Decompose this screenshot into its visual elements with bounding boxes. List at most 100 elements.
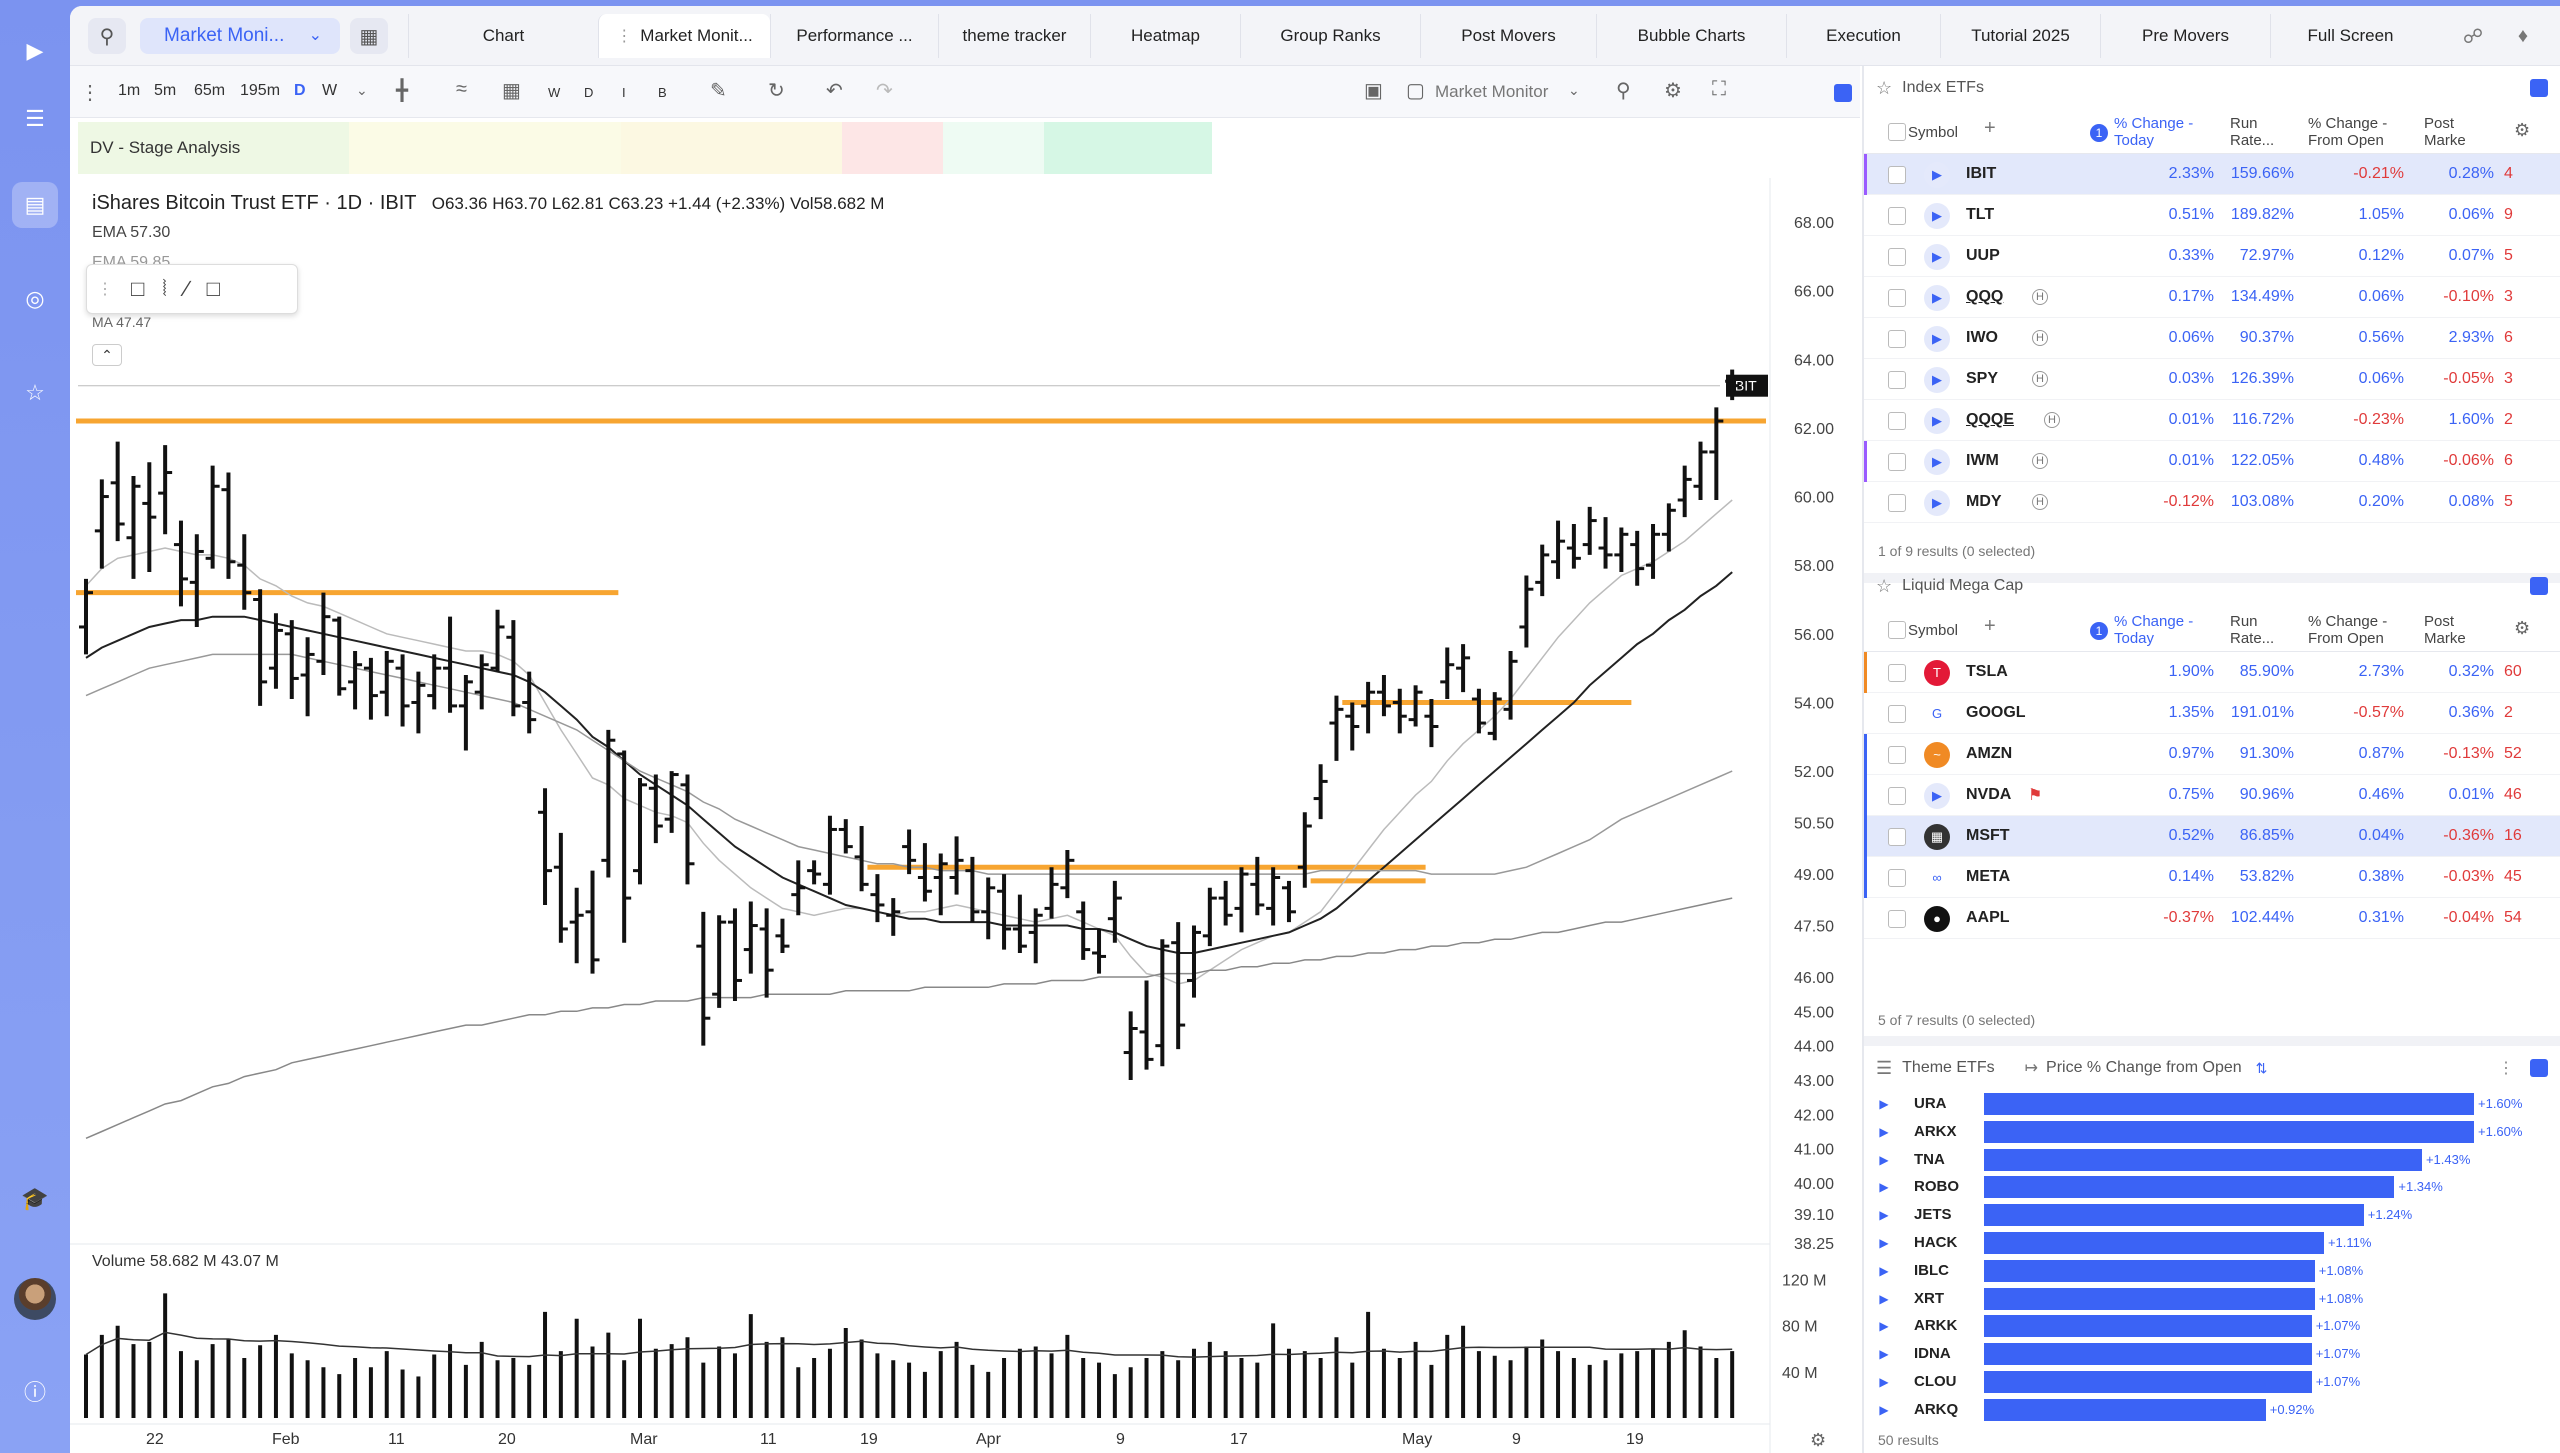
select-all-checkbox[interactable] bbox=[1888, 123, 1906, 141]
theme-symbol[interactable]: JETS bbox=[1914, 1206, 1952, 1224]
ohlc-bar[interactable] bbox=[1440, 647, 1455, 700]
column-change-today[interactable]: % Change - Today bbox=[2114, 115, 2194, 149]
ohlc-bar[interactable] bbox=[917, 843, 932, 902]
theme-row[interactable]: ▶ CLOU +1.07% bbox=[1864, 1368, 2560, 1396]
ohlc-bar[interactable] bbox=[1250, 856, 1265, 916]
ohlc-bar[interactable] bbox=[1424, 699, 1439, 748]
ohlc-bar[interactable] bbox=[205, 465, 220, 569]
undo-icon[interactable]: ↶ bbox=[826, 80, 843, 102]
holdings-icon[interactable]: H bbox=[2032, 371, 2048, 387]
ohlc-bar[interactable] bbox=[791, 860, 806, 916]
ohlc-bar[interactable] bbox=[411, 671, 426, 734]
row-checkbox[interactable] bbox=[1888, 207, 1906, 225]
sort-badge[interactable]: 1 bbox=[2090, 622, 2108, 640]
ohlc-bar[interactable] bbox=[474, 654, 489, 710]
ohlc-bar[interactable] bbox=[1076, 901, 1091, 960]
holdings-icon[interactable]: H bbox=[2044, 412, 2060, 428]
play-icon[interactable]: ▶ bbox=[1879, 1263, 1889, 1278]
ohlc-bar[interactable] bbox=[1107, 880, 1122, 943]
play-icon[interactable]: ▶ bbox=[1924, 490, 1950, 516]
theme-row[interactable]: ▶ ARKK +1.07% bbox=[1864, 1312, 2560, 1340]
theme-bar[interactable] bbox=[1984, 1120, 2474, 1143]
ohlc-bar[interactable] bbox=[189, 534, 204, 627]
play-icon[interactable]: ▶ bbox=[1879, 1236, 1889, 1250]
ohlc-bar[interactable] bbox=[838, 819, 853, 854]
ohlc-bar[interactable] bbox=[1234, 867, 1249, 933]
theme-row[interactable]: ▶ ARKX +1.60% bbox=[1864, 1118, 2560, 1146]
ohlc-bar[interactable] bbox=[759, 908, 774, 998]
play-icon[interactable]: ▶ bbox=[1879, 1124, 1889, 1139]
panel-color-square[interactable] bbox=[2530, 577, 2548, 595]
comment-tool-icon[interactable]: □ bbox=[206, 276, 220, 301]
ohlc-bar[interactable] bbox=[933, 853, 948, 916]
table-row[interactable]: ~ AMZN 0.97% 91.30% 0.87% -0.13% 52 bbox=[1864, 734, 2560, 775]
ohlc-bar[interactable] bbox=[158, 445, 173, 535]
row-checkbox[interactable] bbox=[1888, 412, 1906, 430]
theme-symbol[interactable]: CLOU bbox=[1914, 1373, 1957, 1390]
ohlc-bar[interactable] bbox=[284, 620, 299, 700]
settings-icon[interactable]: ⚙ bbox=[1664, 80, 1682, 102]
ohlc-bar[interactable] bbox=[1202, 887, 1217, 947]
table-row[interactable]: G GOOGL 1.35% 191.01% -0.57% 0.36% 2 bbox=[1864, 693, 2560, 734]
tab-theme-tracker[interactable]: theme tracker bbox=[938, 14, 1090, 58]
flag-icon[interactable]: ⚑ bbox=[2028, 787, 2043, 804]
help-icon[interactable]: ⓘ bbox=[23, 1380, 46, 1405]
price-chart[interactable]: 68.00 66.00 64.00 62.00 60.00 58.00 56.00 54.00… bbox=[70, 118, 1860, 1453]
holdings-icon[interactable]: H bbox=[2032, 494, 2048, 510]
row-symbol[interactable]: META bbox=[1966, 868, 2011, 885]
ohlc-bar[interactable] bbox=[1361, 681, 1376, 734]
row-symbol[interactable]: QQQE bbox=[1966, 411, 2015, 428]
ohlc-bar[interactable] bbox=[1487, 692, 1502, 741]
row-symbol[interactable]: AMZN bbox=[1966, 745, 2013, 762]
timeframe-195m[interactable]: 195m bbox=[240, 82, 281, 99]
column-post-market[interactable]: Post Marke bbox=[2424, 115, 2466, 149]
ohlc-bar[interactable] bbox=[822, 815, 837, 895]
chart-pane[interactable]: DV - Stage Analysis 68.00 66.00 64.00 62.00… bbox=[70, 118, 1860, 1453]
ohlc-bar[interactable] bbox=[585, 870, 600, 974]
table-row[interactable]: ▶ MDY H -0.12% 103.08% 0.20% 0.08% 5 bbox=[1864, 482, 2560, 523]
tesla-logo-icon[interactable]: T bbox=[1924, 660, 1950, 686]
theme-symbol[interactable]: ARKK bbox=[1914, 1317, 1958, 1335]
theme-bar[interactable] bbox=[1984, 1343, 2312, 1366]
ohlc-bar[interactable] bbox=[981, 877, 996, 940]
chart-settings-icon[interactable]: ⚙ bbox=[1810, 1430, 1826, 1450]
theme-symbol[interactable]: ARKQ bbox=[1914, 1400, 1959, 1418]
ohlc-bar[interactable] bbox=[1060, 850, 1075, 899]
row-checkbox[interactable] bbox=[1888, 705, 1906, 723]
microsoft-logo-icon[interactable]: ▦ bbox=[1924, 824, 1950, 850]
play-icon[interactable]: ▶ bbox=[1879, 1180, 1889, 1195]
radar-icon[interactable]: ◎ bbox=[25, 286, 45, 311]
ohlc-bar[interactable] bbox=[79, 578, 93, 655]
tab-post-movers[interactable]: Post Movers bbox=[1420, 14, 1596, 58]
bell-icon[interactable]: ♦ bbox=[2517, 24, 2529, 47]
row-symbol[interactable]: MSFT bbox=[1966, 827, 2010, 844]
add-column-icon[interactable]: + bbox=[1984, 117, 1996, 139]
play-icon[interactable]: ▶ bbox=[1879, 1375, 1889, 1389]
ohlc-bar[interactable] bbox=[490, 609, 505, 672]
tab-full-screen[interactable]: Full Screen bbox=[2270, 14, 2430, 58]
row-symbol[interactable]: GOOGL bbox=[1966, 704, 2026, 721]
ohlc-bar[interactable] bbox=[1392, 688, 1407, 734]
ohlc-bar[interactable] bbox=[268, 613, 283, 689]
mini-button-w[interactable]: W bbox=[548, 85, 561, 100]
ohlc-bar[interactable] bbox=[1376, 675, 1391, 717]
ohlc-bar[interactable] bbox=[1281, 880, 1296, 923]
ohlc-bar[interactable] bbox=[1566, 524, 1581, 569]
mini-button-b[interactable]: B bbox=[658, 85, 667, 100]
ohlc-bar[interactable] bbox=[712, 915, 727, 1008]
column-symbol[interactable]: Symbol bbox=[1908, 124, 1959, 141]
holdings-icon[interactable]: H bbox=[2032, 289, 2048, 305]
timeframe-65m[interactable]: 65m bbox=[194, 82, 226, 99]
drag-handle-icon[interactable]: ⋮ bbox=[97, 281, 113, 298]
table-row[interactable]: T TSLA 1.90% 85.90% 2.73% 0.32% 60 bbox=[1864, 652, 2560, 693]
ohlc-bar[interactable] bbox=[173, 520, 188, 607]
play-icon[interactable]: ▶ bbox=[1879, 1152, 1889, 1167]
row-checkbox[interactable] bbox=[1888, 869, 1906, 887]
logo-icon[interactable]: ▶ bbox=[26, 38, 44, 63]
ohlc-bar[interactable] bbox=[696, 911, 711, 1046]
ohlc-bar[interactable] bbox=[1725, 369, 1740, 401]
theme-row[interactable]: ▶ URA +1.60% bbox=[1864, 1090, 2560, 1118]
ohlc-bar[interactable] bbox=[1646, 524, 1661, 579]
theme-symbol[interactable]: HACK bbox=[1914, 1234, 1958, 1251]
timeframe-d[interactable]: D bbox=[294, 82, 306, 99]
